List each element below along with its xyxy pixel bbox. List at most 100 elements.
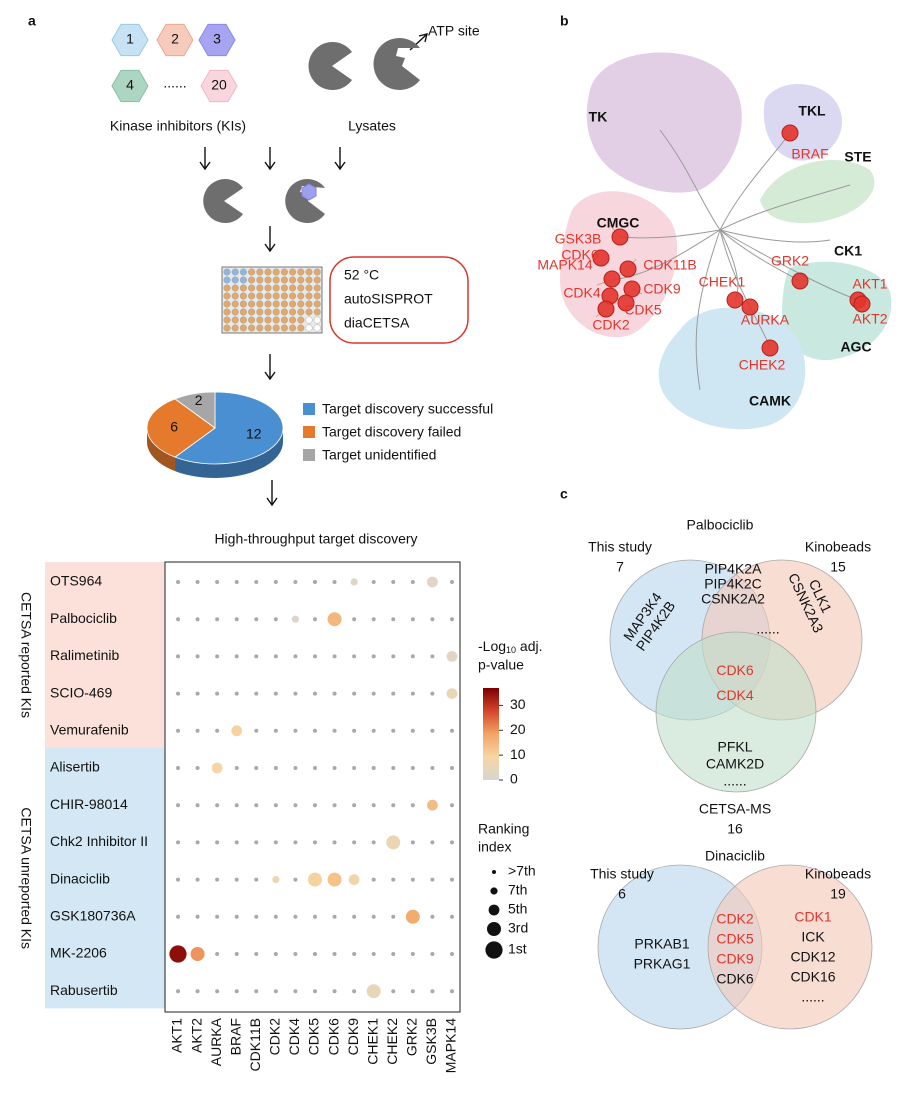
well	[256, 316, 264, 324]
background-dot	[176, 691, 180, 696]
pie-slice	[174, 391, 216, 429]
column-label: AKT2	[188, 1018, 204, 1053]
background-dot	[332, 766, 337, 770]
column-label: CDK4	[286, 1018, 302, 1056]
background-dot	[430, 728, 435, 733]
well	[297, 268, 305, 276]
venn-region: CDK2 CDK5 CDK9 CDK6	[716, 911, 754, 987]
arrow	[199, 147, 211, 171]
well	[305, 284, 313, 292]
background-dot	[449, 728, 454, 733]
background-dot	[215, 803, 220, 808]
venn-item: ......	[756, 621, 779, 637]
well	[297, 308, 305, 316]
venn-region: ......	[756, 621, 779, 637]
dot	[446, 688, 458, 699]
kinase-label: BRAF	[791, 146, 828, 162]
background-dot	[176, 766, 180, 770]
well	[256, 276, 264, 284]
background-dot	[176, 914, 180, 919]
kinase-label: CHEK1	[699, 274, 746, 290]
venn-item: ......	[723, 773, 746, 789]
background-dot	[273, 803, 278, 808]
background-dot	[312, 914, 317, 919]
background-dot	[332, 840, 337, 845]
background-dot	[449, 877, 454, 882]
background-dot	[293, 840, 298, 845]
background-dot	[195, 617, 200, 622]
background-dot	[391, 766, 396, 770]
well	[297, 292, 305, 300]
background-dot	[273, 580, 278, 584]
background-dot	[371, 877, 376, 882]
well	[264, 284, 272, 292]
row-label: MK-2206	[50, 945, 107, 961]
panel-letter: b	[560, 13, 569, 29]
well	[248, 308, 256, 316]
background-dot	[312, 840, 317, 845]
group-region	[781, 261, 892, 361]
size-legend-label: >7th	[508, 863, 536, 879]
kinase-label: AKT2	[852, 311, 887, 327]
background-dot	[254, 989, 259, 994]
background-dot	[449, 617, 454, 622]
atp-site-label: ATP site	[428, 23, 480, 39]
pie-value-label: 12	[246, 425, 262, 441]
row-label: Chk2 Inhibitor II	[50, 833, 148, 849]
background-dot	[293, 766, 298, 770]
well	[256, 292, 264, 300]
dot	[427, 576, 438, 588]
kinase-group-label: TKL	[798, 103, 826, 119]
background-dot	[352, 654, 357, 659]
background-dot	[410, 654, 415, 659]
background-dot	[273, 840, 278, 845]
well	[280, 308, 288, 316]
pie-value-label: 2	[195, 392, 203, 408]
kinase-dot	[619, 260, 637, 278]
background-dot	[195, 580, 200, 584]
well	[289, 292, 297, 300]
background-dot	[391, 617, 396, 622]
dot	[327, 872, 342, 887]
dot	[348, 874, 360, 885]
background-dot	[391, 952, 396, 956]
background-dot	[430, 654, 435, 659]
background-dot	[293, 728, 298, 733]
background-dot	[371, 914, 376, 919]
column-label: GSK3B	[423, 1018, 439, 1065]
background-dot	[254, 654, 259, 659]
background-dot	[176, 840, 180, 845]
background-dot	[293, 803, 298, 808]
kinase-label: CDK9	[643, 281, 681, 297]
background-dot	[391, 728, 396, 733]
background-dot	[391, 989, 396, 994]
well	[231, 324, 239, 332]
well	[289, 324, 297, 332]
background-dot	[293, 580, 298, 584]
plate	[221, 266, 323, 334]
set-name: This study	[588, 539, 652, 555]
background-dot	[371, 617, 376, 622]
background-dot	[215, 728, 220, 733]
size-legend-dot	[488, 904, 500, 916]
kinase-shape	[308, 41, 352, 90]
well	[239, 276, 247, 284]
column-label: CDK5	[306, 1018, 322, 1056]
panel-letter: c	[560, 486, 568, 502]
well	[305, 316, 313, 324]
well	[313, 268, 321, 276]
colorbar-tick-label: 10	[510, 746, 526, 762]
inhibitor-number: 2	[171, 31, 179, 47]
background-dot	[254, 914, 259, 919]
venn-title: Dinaciclib	[705, 848, 765, 864]
set-count: 7	[616, 559, 624, 575]
well	[223, 308, 231, 316]
column-label: BRAF	[227, 1018, 243, 1055]
condition: diaCETSA	[344, 315, 410, 331]
venn-item: PFKL	[717, 739, 752, 755]
dot	[446, 651, 458, 662]
background-dot	[234, 989, 239, 994]
dot	[386, 835, 401, 850]
set-name: This study	[590, 866, 654, 882]
